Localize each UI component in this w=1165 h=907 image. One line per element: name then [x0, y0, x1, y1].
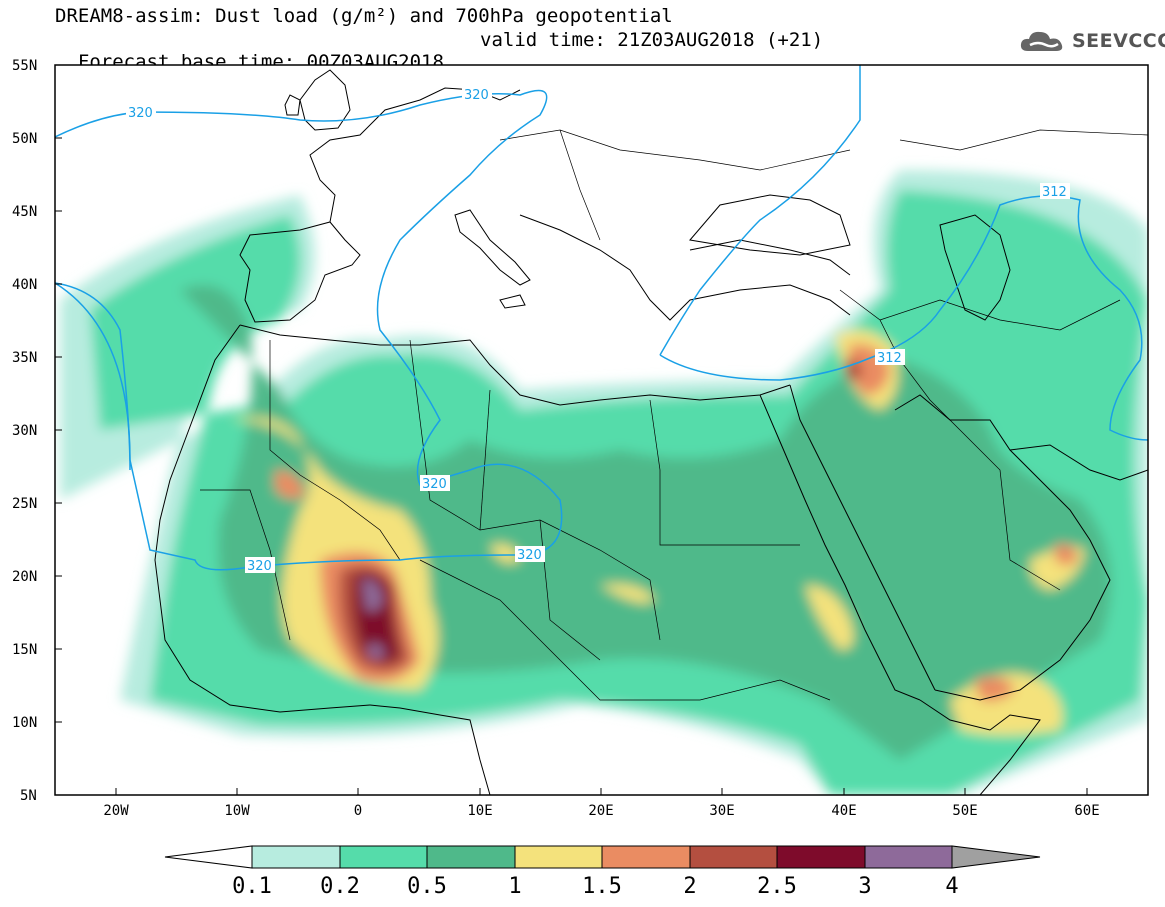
map-title: DREAM8-assim: Dust load (g/m²) and 700hP… — [55, 5, 673, 27]
lon-label: 10E — [467, 803, 492, 819]
contour-label: 320 — [128, 106, 153, 121]
lat-label: 5N — [20, 788, 37, 804]
map-plot-area: 320 320 320 320 320 312 312 — [55, 65, 1148, 795]
lon-label: 20E — [588, 803, 613, 819]
geopotential-contours — [55, 65, 1148, 571]
lat-label: 25N — [12, 496, 37, 512]
lat-label: 35N — [12, 350, 37, 366]
colorbar-segment — [689, 845, 778, 869]
colorbar-label: 0.5 — [407, 874, 447, 899]
colorbar-segment — [776, 845, 866, 869]
colorbar-label: 4 — [945, 874, 958, 899]
lat-label: 20N — [12, 569, 37, 585]
contour-312-east — [659, 195, 1148, 441]
longitude-labels: 20W 10W 0 10E 20E 30E 40E 50E 60E — [103, 803, 1099, 819]
colorbar-segment — [601, 845, 691, 869]
contour-label: 320 — [517, 548, 542, 563]
colorbar-label: 0.1 — [232, 874, 272, 899]
contour-label: 320 — [247, 559, 272, 574]
cloud-logo-icon — [1020, 31, 1063, 51]
colorbar-segment — [339, 845, 428, 869]
lat-label: 10N — [12, 715, 37, 731]
colorbar-segment — [514, 845, 603, 869]
contour-label: 312 — [1042, 185, 1067, 200]
dust-load-shading — [60, 170, 1148, 795]
colorbar-label: 0.2 — [320, 874, 360, 899]
colorbar: 0.1 0.2 0.5 1 1.5 2 2.5 3 4 — [164, 845, 1041, 899]
lon-label: 0 — [354, 803, 362, 819]
contour-312 — [659, 65, 861, 356]
lon-label: 30E — [709, 803, 734, 819]
colorbar-segment — [864, 845, 953, 869]
valid-time: valid time: 21Z03AUG2018 (+21) — [480, 29, 824, 51]
lat-label: 40N — [12, 277, 37, 293]
lon-label: 50E — [952, 803, 977, 819]
colorbar-label: 1 — [508, 874, 521, 899]
lat-label: 50N — [12, 131, 37, 147]
logo-text: SEEVCCC — [1072, 30, 1165, 52]
contour-label: 320 — [464, 88, 489, 103]
latitude-labels: 55N 50N 45N 40N 35N 30N 25N 20N 15N 10N … — [12, 58, 37, 804]
lon-label: 60E — [1074, 803, 1099, 819]
dust-level-3 — [362, 579, 385, 659]
lat-label: 55N — [12, 58, 37, 74]
contour-320-north — [55, 89, 563, 571]
lon-label: 40E — [831, 803, 856, 819]
contour-label: 312 — [877, 351, 902, 366]
seevccc-logo: SEEVCCC — [1018, 26, 1165, 56]
colorbar-label: 3 — [858, 874, 871, 899]
colorbar-label: 2 — [683, 874, 696, 899]
colorbar-segment — [251, 845, 341, 869]
axis-ticks — [55, 64, 1088, 795]
contour-labels: 320 320 320 320 320 312 312 — [126, 86, 1070, 574]
lat-label: 30N — [12, 423, 37, 439]
colorbar-segment — [951, 845, 1041, 869]
lon-label: 10W — [224, 803, 250, 819]
coastlines-and-borders — [154, 69, 1148, 795]
colorbar-label: 1.5 — [582, 874, 622, 899]
colorbar-segment — [426, 845, 516, 869]
colorbar-segment — [164, 845, 253, 869]
contour-label: 320 — [422, 477, 447, 492]
lat-label: 15N — [12, 642, 37, 658]
colorbar-label: 2.5 — [757, 874, 797, 899]
contour-320-west — [55, 282, 131, 471]
lat-label: 45N — [12, 204, 37, 220]
lon-label: 20W — [103, 803, 129, 819]
